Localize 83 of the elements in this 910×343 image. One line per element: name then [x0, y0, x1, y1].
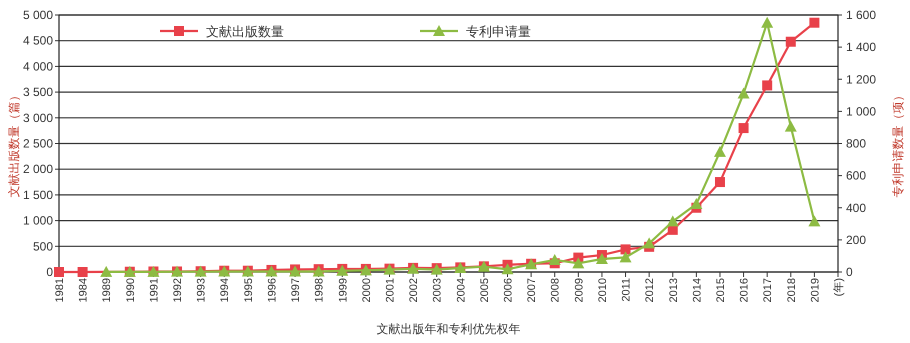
x-tick-label: 1993: [196, 278, 208, 302]
point: [666, 215, 679, 226]
point: [738, 123, 749, 134]
point: [762, 80, 772, 90]
y-tick-label: 5 000: [22, 8, 54, 22]
y-tick-label: 1 000: [22, 214, 54, 228]
x-tick-label: 1994: [219, 278, 232, 302]
point: [78, 267, 88, 277]
x-tick-label: 2002: [408, 278, 420, 302]
y-tick-label: 2 500: [22, 136, 54, 150]
point: [786, 36, 796, 47]
x-tick-label: 2015: [714, 278, 727, 302]
x-tick-label: 2003: [432, 278, 444, 302]
x-tick-label: 1992: [172, 278, 184, 302]
x-tick-label: 1996: [266, 278, 278, 302]
y-tick-label: 0: [46, 265, 54, 279]
y2-tick-label: 1 600: [846, 8, 876, 22]
y2-tick-label: 600: [846, 168, 866, 183]
x-tick-label: 1997: [290, 278, 302, 302]
y2-tick-label: 1 400: [846, 40, 876, 54]
x-tick-label: 1981: [54, 278, 66, 302]
x-tick-label: 1995: [242, 278, 255, 302]
x-tick-label: 2004: [455, 278, 468, 302]
point: [643, 237, 656, 248]
point: [572, 257, 584, 268]
x-tick-label: 2019: [809, 278, 822, 302]
x-tick-label: 1991: [148, 278, 160, 302]
x-tick-label: 1999: [337, 278, 350, 302]
point: [808, 215, 820, 226]
point: [738, 88, 750, 99]
x-tick-label: 2007: [526, 278, 538, 302]
point: [100, 266, 112, 277]
point: [502, 263, 514, 274]
y2-axis-title: 专利申请数量（项）: [891, 90, 905, 198]
x-tick-label: 2014: [691, 278, 704, 302]
x-tick-label: 1984: [78, 278, 90, 302]
x-tick-label: 2012: [644, 278, 656, 302]
y2-tick-label: 0: [846, 265, 853, 279]
point: [690, 198, 702, 210]
y-tick-label: 4 500: [22, 34, 54, 48]
point: [548, 254, 561, 265]
point: [714, 146, 726, 157]
y-axis-title: 文献出版数量（篇）: [7, 90, 21, 198]
x-tick-label: 2010: [596, 278, 609, 302]
x-tick-label: 2005: [478, 278, 491, 302]
y2-tick-label: 400: [846, 200, 866, 215]
y2-tick-label: 800: [846, 136, 866, 150]
point: [809, 18, 820, 28]
x-tick-label: 1989: [101, 278, 114, 302]
x-tick-label: 2017: [762, 278, 774, 302]
x-tick-label: 2011: [620, 278, 633, 302]
x-tick-label: 2009: [573, 278, 586, 302]
x-tick-label: 2018: [786, 278, 798, 302]
y-tick-label: 500: [32, 239, 54, 254]
x-tick-label: 1990: [124, 278, 137, 302]
y-tick-label: 3 500: [22, 85, 54, 100]
x-tick-label: 1998: [314, 278, 326, 302]
x-tick-label: 2016: [738, 278, 751, 302]
y2-tick-label: 1 000: [846, 104, 876, 118]
point: [289, 266, 302, 277]
point: [620, 244, 631, 254]
legend-label: 文献出版数量: [206, 24, 284, 39]
point: [312, 266, 325, 277]
point: [54, 267, 64, 277]
point: [596, 252, 608, 264]
point: [761, 16, 774, 28]
y-tick-label: 1 500: [22, 188, 54, 202]
x-tick-label: 2000: [360, 278, 373, 302]
x-tick-label: (年): [833, 278, 845, 296]
y-tick-label: 4 000: [22, 59, 54, 74]
point: [620, 251, 632, 262]
x-tick-label: 2008: [550, 278, 562, 302]
y2-tick-label: 1 200: [846, 72, 876, 86]
y-tick-label: 3 000: [22, 110, 54, 125]
y-tick-label: 2 000: [22, 162, 54, 176]
x-axis-title: 文献出版年和专利优先权年: [376, 322, 520, 336]
x-tick-label: 2001: [384, 278, 396, 302]
x-tick-label: 2006: [502, 278, 515, 302]
point: [784, 120, 797, 132]
x-tick-label: 2013: [668, 278, 680, 302]
point: [714, 177, 725, 188]
y2-tick-label: 200: [846, 232, 866, 247]
legend-label: 专利申请量: [466, 24, 531, 39]
